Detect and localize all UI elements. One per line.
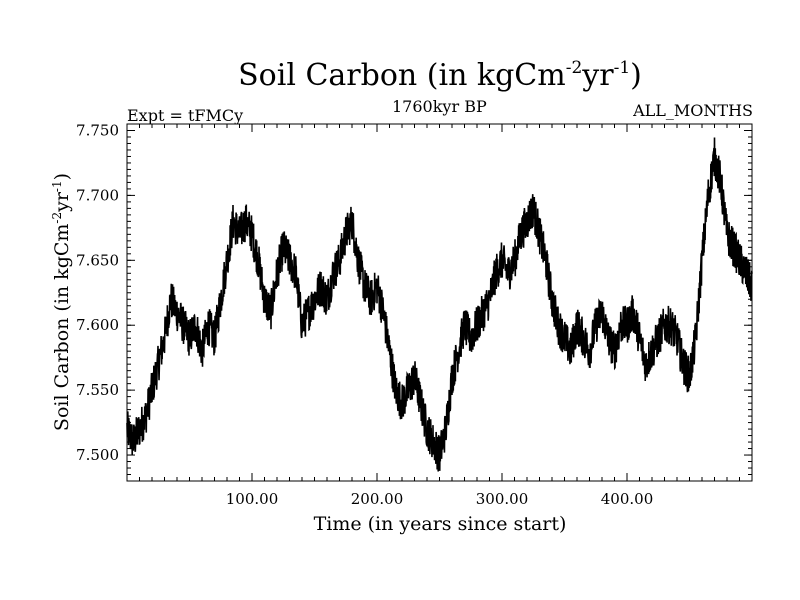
months-label: ALL_MONTHS (633, 101, 753, 120)
y-tick-label: 7.550 (76, 381, 119, 399)
period-label: 1760kyr BP (392, 97, 487, 116)
series-line (126, 137, 753, 472)
x-tick-label: 100.00 (226, 490, 279, 508)
y-tick-label: 7.700 (76, 186, 119, 204)
y-axis-label: Soil Carbon (in kgCm-2yr-1) (50, 173, 73, 431)
y-tick-label: 7.650 (76, 251, 119, 269)
y-tick-label: 7.750 (76, 121, 119, 139)
y-tick-label: 7.500 (76, 446, 119, 464)
experiment-label: Expt = tFMCy (127, 106, 244, 125)
x-tick-label: 200.00 (351, 490, 404, 508)
x-tick-label: 400.00 (601, 490, 654, 508)
chart-title: Soil Carbon (in kgCm-2yr-1) (238, 58, 642, 93)
x-tick-label: 300.00 (476, 490, 529, 508)
x-axis-label: Time (in years since start) (314, 513, 567, 535)
y-tick-label: 7.600 (76, 316, 119, 334)
